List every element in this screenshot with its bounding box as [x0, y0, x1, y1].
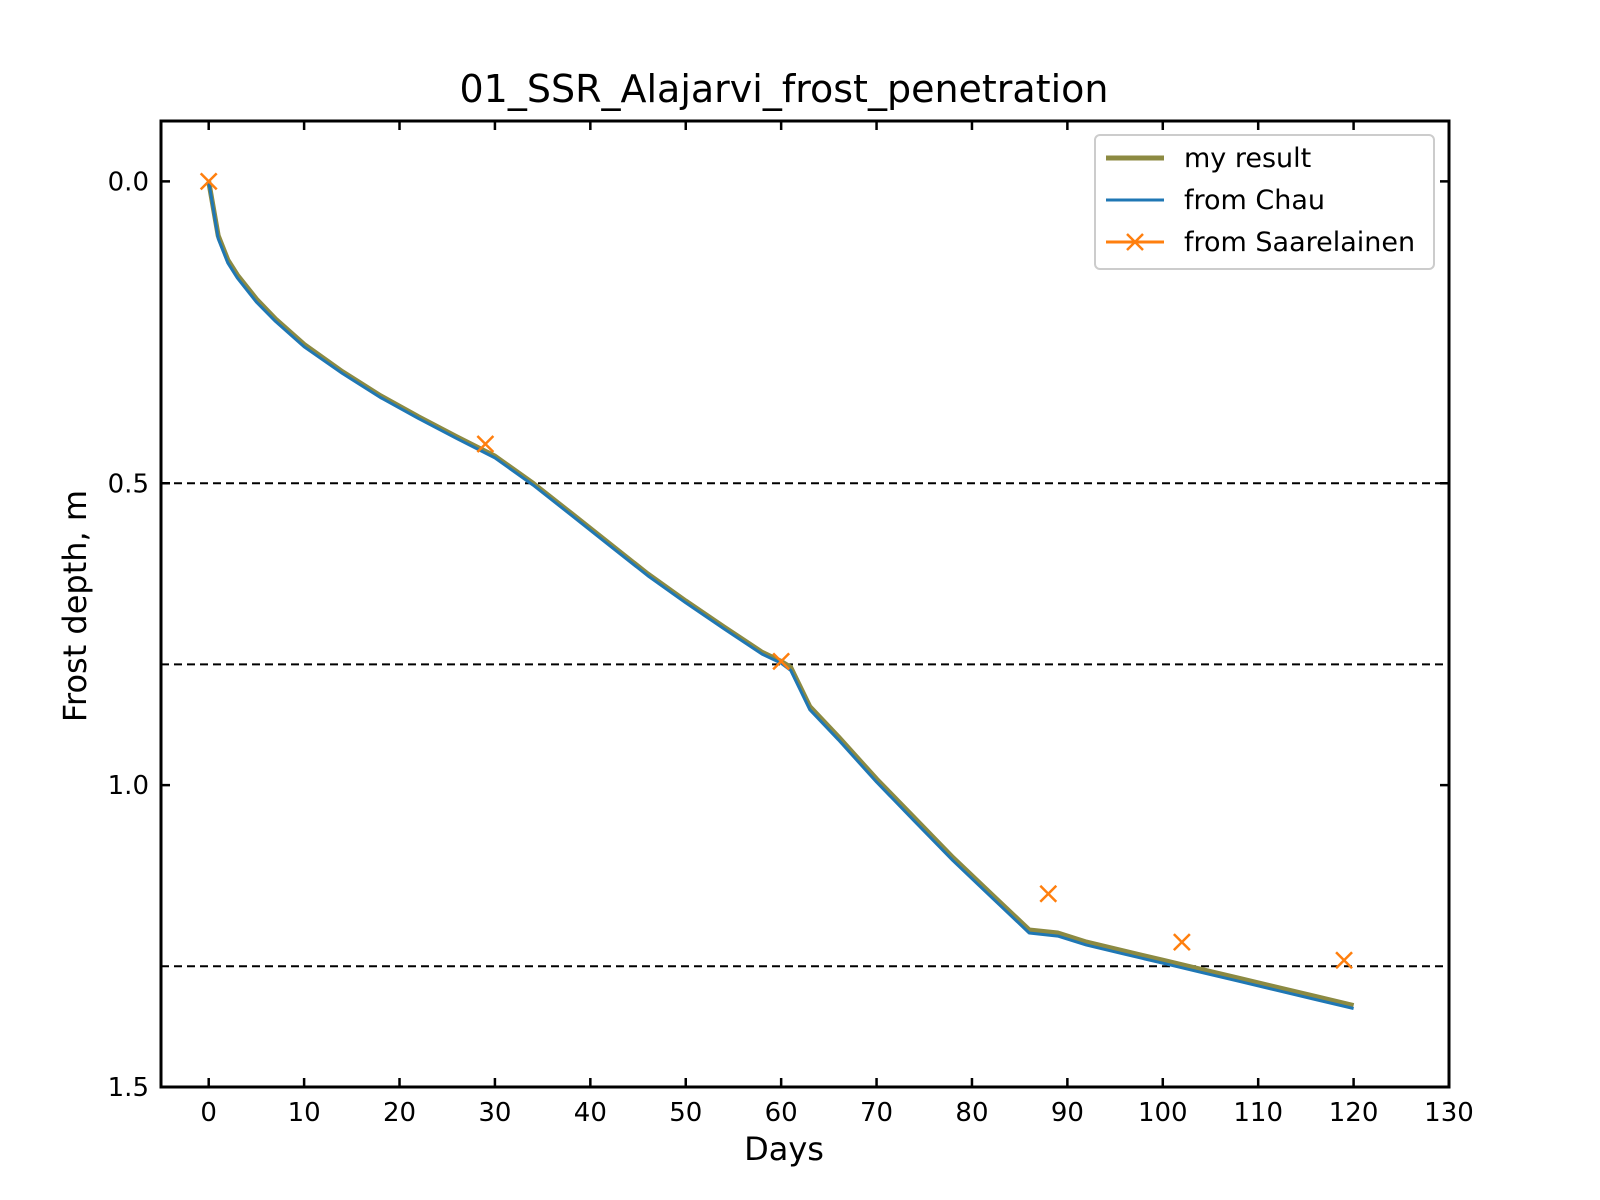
data-point-from-saarelainen [1172, 933, 1191, 951]
reference-lines [161, 482, 1449, 968]
legend-box [1094, 134, 1435, 270]
y-tick-label: 0.5 [108, 469, 149, 499]
legend-marker-from-saarelainen [1126, 233, 1144, 251]
x-tick-label: 0 [200, 1098, 217, 1128]
data-point-from-saarelainen [476, 435, 495, 453]
y-tick-label: 1.0 [108, 771, 149, 801]
legend: my result from Chau from Saarelainen [1094, 134, 1435, 270]
series-line-from-chau [207, 181, 1354, 1010]
y-axis-ticks: 0.0 0.5 1.0 1.5 [108, 167, 1449, 1103]
plot-frame [159, 119, 1451, 1089]
data-point-from-saarelainen [199, 172, 218, 191]
series-layer [199, 172, 1355, 1010]
x-tick-label: 130 [1424, 1098, 1474, 1128]
y-axis-label: Frost depth, m [56, 490, 94, 722]
x-tick-label: 50 [669, 1098, 702, 1128]
data-point-from-saarelainen [772, 652, 791, 671]
x-axis-ticks: 0 10 20 30 40 50 60 70 80 90 100 110 120 130 [200, 121, 1474, 1128]
data-point-from-saarelainen [1335, 951, 1353, 970]
x-tick-label: 40 [574, 1098, 607, 1128]
x-tick-label: 90 [1051, 1098, 1084, 1128]
legend-label-my-result: my result [1184, 143, 1311, 174]
chart-title: 01_SSR_Alajarvi_frost_penetration [459, 67, 1108, 111]
legend-label-from-saarelainen: from Saarelainen [1184, 227, 1415, 258]
data-point-from-saarelainen [1039, 884, 1058, 903]
legend-label-from-chau: from Chau [1184, 185, 1325, 216]
x-axis-label: Days [744, 1130, 824, 1168]
x-tick-label: 10 [288, 1098, 321, 1128]
x-tick-label: 120 [1329, 1098, 1379, 1128]
y-tick-label: 0.0 [108, 167, 149, 197]
x-tick-label: 80 [955, 1098, 988, 1128]
series-line-my-result [206, 180, 1355, 1008]
x-tick-label: 100 [1138, 1098, 1188, 1128]
x-tick-label: 70 [860, 1098, 893, 1128]
x-tick-label: 20 [383, 1098, 416, 1128]
x-tick-label: 30 [478, 1098, 511, 1128]
x-tick-label: 60 [765, 1098, 798, 1128]
y-tick-label: 1.5 [108, 1073, 149, 1103]
x-tick-label: 110 [1233, 1098, 1283, 1128]
